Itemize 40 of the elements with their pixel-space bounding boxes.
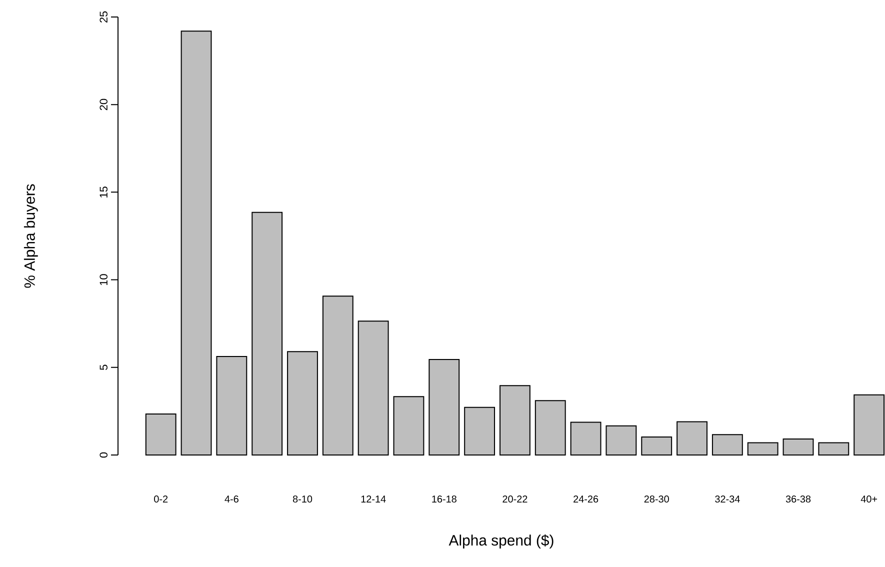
- y-tick-label: 10: [100, 274, 108, 286]
- x-tick-label: 36-38: [786, 496, 811, 503]
- x-tick-label: 28-30: [644, 496, 669, 503]
- bar: [747, 442, 778, 456]
- bar: [428, 359, 460, 456]
- bar: [180, 30, 212, 456]
- y-tick-label: 0: [100, 452, 108, 458]
- x-tick-label: 24-26: [574, 496, 598, 503]
- bar: [676, 421, 708, 456]
- y-axis-title: % Alpha buyers: [24, 184, 38, 288]
- bar: [570, 422, 602, 456]
- bar: [500, 385, 530, 456]
- x-tick-label: 4-6: [224, 496, 238, 503]
- bar: [534, 400, 566, 456]
- bar: [641, 436, 672, 456]
- x-tick-label: 12-14: [361, 496, 386, 502]
- bar: [818, 442, 850, 456]
- y-tick-label: 5: [100, 364, 108, 370]
- bar: [358, 320, 389, 456]
- bar: [854, 394, 885, 456]
- bar: [393, 396, 424, 456]
- bar: [712, 434, 743, 456]
- y-tick-label: 25: [100, 11, 108, 23]
- bar: [216, 356, 248, 456]
- bar: [287, 351, 318, 456]
- bar: [145, 413, 176, 456]
- x-tick-label: 40+: [860, 496, 878, 503]
- x-tick-label: 20-22: [502, 496, 528, 503]
- x-tick-label: 32-34: [715, 496, 740, 503]
- x-axis-title: Alpha spend ($): [448, 534, 554, 549]
- bar: [606, 425, 637, 456]
- y-tick-label: 15: [100, 186, 108, 198]
- x-tick-label: 0-2: [154, 496, 168, 503]
- bar: [782, 438, 814, 456]
- bar: [464, 406, 496, 456]
- bar: [322, 296, 354, 456]
- y-tick-label: 20: [100, 98, 108, 110]
- bar: [252, 212, 283, 456]
- x-tick-label: 16-18: [432, 496, 456, 503]
- x-tick-label: 8-10: [292, 496, 312, 503]
